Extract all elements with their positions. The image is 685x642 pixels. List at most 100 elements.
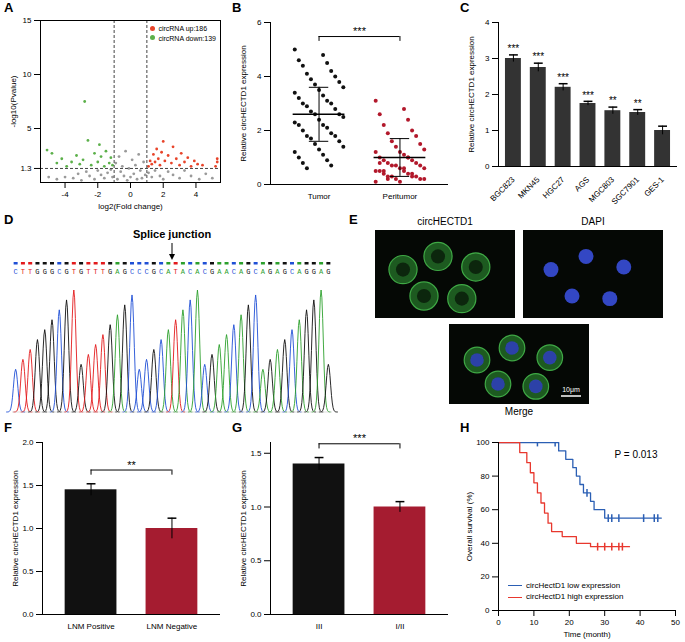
svg-text:A: A [261, 268, 266, 276]
svg-text:15: 15 [23, 16, 32, 25]
svg-text:-log10(Pvalue): -log10(Pvalue) [9, 75, 18, 127]
svg-text:***: *** [582, 90, 594, 101]
svg-text:Relative circHECTD1 expression: Relative circHECTD1 expression [239, 470, 248, 586]
svg-text:***: *** [353, 432, 367, 444]
svg-text:10: 10 [23, 70, 32, 79]
svg-text:C: C [137, 268, 141, 276]
svg-text:6: 6 [257, 18, 262, 27]
svg-text:DAPI: DAPI [581, 216, 604, 227]
svg-text:40: 40 [481, 539, 490, 548]
svg-text:G: G [64, 268, 68, 276]
svg-text:**: ** [609, 95, 617, 106]
svg-text:20: 20 [481, 572, 490, 581]
svg-text:4: 4 [194, 190, 199, 199]
svg-text:1.5: 1.5 [22, 481, 34, 490]
svg-text:HGC27: HGC27 [541, 175, 567, 201]
svg-text:60: 60 [481, 505, 490, 514]
svg-text:-4: -4 [61, 190, 69, 199]
svg-text:T: T [28, 268, 32, 276]
svg-text:G: G [123, 268, 127, 276]
svg-text:C: C [188, 268, 192, 276]
svg-text:100: 100 [476, 438, 490, 447]
svg-text:T: T [94, 268, 98, 276]
svg-text:G: G [35, 268, 39, 276]
svg-text:2: 2 [257, 126, 262, 135]
svg-text:3: 3 [485, 54, 490, 63]
svg-text:G: G [108, 268, 112, 276]
svg-text:T: T [86, 268, 90, 276]
svg-text:G: G [312, 268, 316, 276]
svg-text:0: 0 [496, 618, 501, 627]
svg-text:G: G [43, 268, 47, 276]
svg-text:Merge: Merge [505, 406, 534, 417]
svg-text:***: *** [532, 51, 544, 62]
svg-text:**: ** [634, 98, 642, 109]
svg-text:C: C [14, 268, 18, 276]
svg-text:log2(Fold change): log2(Fold change) [98, 202, 163, 211]
svg-text:5: 5 [27, 124, 32, 133]
svg-text:0: 0 [485, 162, 490, 171]
svg-text:A: A [195, 268, 200, 276]
svg-text:circHECTD1: circHECTD1 [417, 216, 473, 227]
svg-text:10: 10 [529, 618, 538, 627]
svg-text:MKN45: MKN45 [516, 175, 542, 201]
svg-text:T: T [72, 268, 76, 276]
svg-text:0.0: 0.0 [250, 610, 262, 619]
svg-text:Relative circHECTD1 expression: Relative circHECTD1 expression [467, 36, 476, 152]
svg-text:1.0: 1.0 [22, 524, 34, 533]
svg-text:80: 80 [481, 472, 490, 481]
svg-text:0.5: 0.5 [22, 567, 34, 576]
svg-text:20: 20 [565, 618, 574, 627]
svg-text:A: A [297, 268, 302, 276]
svg-text:G: G [283, 268, 287, 276]
svg-text:50: 50 [671, 618, 680, 627]
svg-text:4: 4 [257, 72, 262, 81]
svg-text:**: ** [127, 459, 136, 471]
svg-text:0.5: 0.5 [250, 556, 262, 565]
svg-text:A: A [217, 268, 222, 276]
svg-text:A: A [319, 268, 324, 276]
svg-text:G: G [79, 268, 83, 276]
svg-text:Time (month): Time (month) [563, 630, 611, 639]
svg-text:SGC7901: SGC7901 [610, 175, 642, 207]
svg-text:0: 0 [128, 190, 133, 199]
svg-text:Tumor: Tumor [308, 192, 331, 201]
svg-text:G: G [326, 268, 330, 276]
svg-text:C: C [203, 268, 207, 276]
svg-text:G: G [268, 268, 272, 276]
svg-text:0: 0 [257, 180, 262, 189]
svg-text:1: 1 [485, 126, 490, 135]
svg-text:Relative circHECTD1 expression: Relative circHECTD1 expression [239, 45, 248, 161]
svg-text:A: A [275, 268, 280, 276]
svg-text:2.0: 2.0 [22, 438, 34, 447]
svg-text:30: 30 [600, 618, 609, 627]
svg-text:40: 40 [636, 618, 645, 627]
svg-text:***: *** [353, 25, 367, 37]
svg-text:0: 0 [485, 606, 490, 615]
svg-text:4: 4 [485, 18, 490, 27]
svg-text:T: T [21, 268, 25, 276]
svg-text:-2: -2 [94, 190, 102, 199]
svg-text:LNM Positive: LNM Positive [67, 622, 115, 631]
svg-text:A: A [166, 268, 171, 276]
svg-text:AGS: AGS [573, 175, 591, 193]
svg-text:G: G [304, 268, 308, 276]
svg-text:Relative circHECTD1 expression: Relative circHECTD1 expression [11, 470, 20, 586]
svg-text:T: T [174, 268, 178, 276]
svg-text:G: G [210, 268, 214, 276]
svg-text:BGC823: BGC823 [489, 175, 517, 203]
svg-text:G: G [152, 268, 156, 276]
svg-text:2: 2 [485, 90, 490, 99]
svg-text:C: C [232, 268, 236, 276]
svg-text:0.0: 0.0 [22, 610, 34, 619]
svg-text:1.0: 1.0 [250, 503, 262, 512]
svg-text:A: A [224, 268, 229, 276]
svg-text:LNM Negative: LNM Negative [147, 622, 198, 631]
svg-text:C: C [57, 268, 61, 276]
svg-text:GES-1: GES-1 [642, 175, 666, 199]
svg-text:10μm: 10μm [562, 386, 580, 394]
svg-text:T: T [101, 268, 105, 276]
svg-text:2: 2 [161, 190, 166, 199]
svg-text:G: G [50, 268, 54, 276]
svg-text:Peritumor: Peritumor [383, 192, 418, 201]
